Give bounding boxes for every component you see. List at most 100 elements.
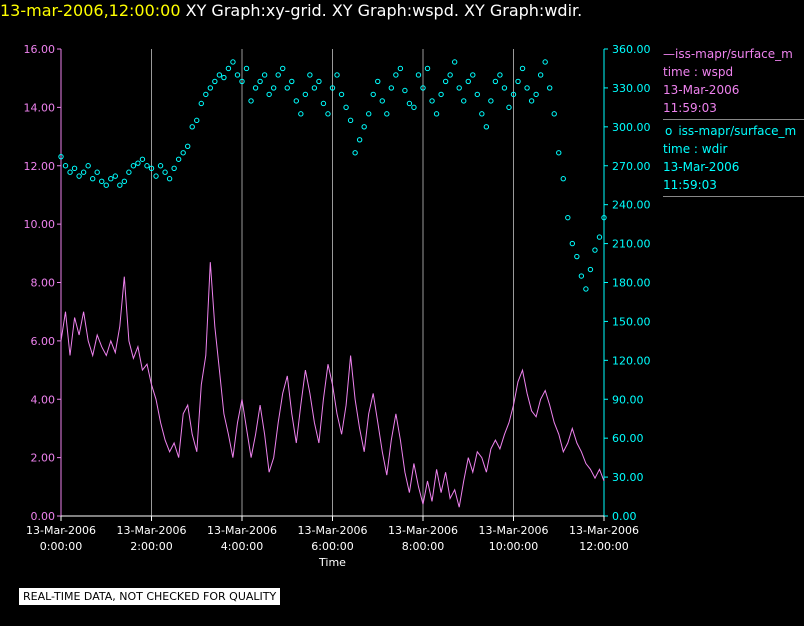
x-tick-label-time: 2:00:00	[130, 540, 172, 553]
series-wdir-point	[379, 98, 385, 104]
x-tick-label-date: 13-Mar-2006	[26, 524, 96, 537]
x-tick-label-date: 13-Mar-2006	[298, 524, 368, 537]
series-wdir-point	[298, 111, 304, 117]
series-wdir-point	[397, 65, 404, 72]
x-tick-label-date: 13-Mar-2006	[479, 524, 549, 537]
series-wdir-point	[62, 163, 69, 169]
series-wdir-point	[497, 72, 503, 78]
legend-series-2-field: time : wdir	[663, 142, 728, 156]
series-wdir-point	[334, 72, 340, 78]
series-wdir-point	[157, 163, 164, 169]
series-wdir-point	[461, 98, 467, 104]
series-wdir-point	[266, 91, 272, 98]
y-tick-label-right: 60.00	[612, 432, 644, 445]
series-wdir-point	[108, 176, 114, 182]
series-wdir-point	[456, 85, 462, 91]
graph-title: 13-mar-2006,12:00:00 XY Graph:xy-grid. X…	[0, 0, 582, 22]
series-wdir-point	[533, 91, 539, 98]
series-wdir-point	[103, 182, 109, 188]
legend-series-2-time: 11:59:03	[663, 178, 717, 192]
series-wdir-point	[474, 91, 480, 98]
y-tick-label-left: 12.00	[24, 160, 56, 173]
y-tick-label-right: 210.00	[612, 238, 651, 251]
y-tick-label-right: 330.00	[612, 82, 651, 95]
series-wdir-point	[248, 98, 254, 104]
series-wdir-point	[311, 85, 318, 91]
series-wdir-point	[234, 72, 241, 78]
series-wdir-point	[393, 72, 399, 78]
series-wdir-point	[361, 124, 367, 130]
series-wdir-point	[284, 85, 290, 91]
x-tick-label-date: 13-Mar-2006	[207, 524, 277, 537]
series-wdir-point	[320, 100, 327, 107]
series-wdir-point	[551, 111, 557, 117]
series-wdir-point	[587, 266, 594, 273]
series-wdir-point	[479, 111, 485, 117]
y-tick-label-left: 2.00	[31, 452, 56, 465]
y-tick-label-right: 360.00	[612, 43, 651, 56]
legend-series-2-name: iss-mapr/surface_m	[678, 124, 797, 138]
series-wdir-point	[289, 78, 295, 85]
series-wdir-point	[510, 91, 517, 98]
series-wdir-point	[130, 163, 137, 169]
y-tick-label-left: 10.00	[24, 218, 56, 231]
series-wdir-point	[366, 111, 372, 117]
legend-symbol-circle: o	[665, 124, 673, 138]
series-wdir-point	[71, 165, 78, 172]
series-wdir-point	[411, 104, 417, 111]
series-wdir-point	[429, 98, 435, 104]
series-wdir-point	[524, 85, 530, 91]
series-wdir-point	[252, 85, 259, 91]
series-wdir-point	[153, 173, 159, 179]
series-wdir-point	[180, 150, 186, 156]
series-wdir-point	[343, 104, 349, 111]
series-wdir-point	[402, 87, 408, 94]
y-tick-label-right: 180.00	[612, 277, 651, 290]
status-label: REAL-TIME DATA, NOT CHECKED FOR QUALITY	[19, 588, 281, 605]
series-wdir-point	[501, 85, 508, 91]
series-wdir-point	[307, 72, 313, 78]
y-tick-label-right: 150.00	[612, 315, 651, 328]
series-wspd-line	[60, 262, 605, 508]
legend-series-1-field: time : wspd	[663, 65, 734, 79]
series-wdir-point	[212, 78, 218, 85]
series-wdir-point	[139, 156, 146, 162]
series-wdir-point	[126, 169, 132, 175]
series-wdir-point	[338, 91, 345, 98]
y-tick-label-right: 90.00	[612, 393, 644, 406]
series-wdir-point	[148, 165, 155, 172]
legend-series-2-date: 13-Mar-2006	[663, 160, 740, 174]
series-wdir-point	[601, 214, 607, 221]
series-wdir-point	[198, 100, 204, 107]
series-wdir-point	[352, 150, 358, 156]
x-tick-label-time: 8:00:00	[402, 540, 444, 553]
y-tick-label-left: 14.00	[24, 101, 56, 114]
series-wdir-point	[221, 74, 227, 81]
series-wdir-point	[117, 182, 123, 188]
series-wdir-point	[203, 91, 209, 98]
series-wdir-point	[488, 98, 494, 104]
series-wdir-point	[171, 165, 177, 172]
series-wdir-point	[261, 72, 268, 78]
series-wdir-point	[270, 85, 277, 91]
series-wdir-point	[185, 143, 191, 149]
x-axis-label: Time	[318, 556, 346, 569]
series-wdir-point	[433, 111, 440, 117]
series-wdir-point	[329, 85, 336, 91]
series-wdir-point	[528, 98, 535, 104]
series-wdir-point	[347, 117, 354, 124]
legend-separator	[663, 119, 804, 120]
series-wdir-point	[492, 78, 499, 85]
series-wdir-point	[80, 169, 87, 175]
legend-separator-bottom	[663, 196, 804, 197]
series-wdir-point	[135, 160, 141, 166]
y-tick-label-left: 4.00	[31, 393, 56, 406]
y-tick-label-left: 16.00	[24, 43, 56, 56]
series-wdir-point	[451, 59, 458, 65]
series-wdir-point	[565, 214, 571, 221]
series-wdir-point	[293, 98, 299, 104]
series-wdir-point	[384, 111, 390, 117]
series-wdir-point	[574, 253, 580, 260]
legend-series-1: —iss-mapr/surface_m time : wspd 13-Mar-2…	[663, 45, 804, 117]
